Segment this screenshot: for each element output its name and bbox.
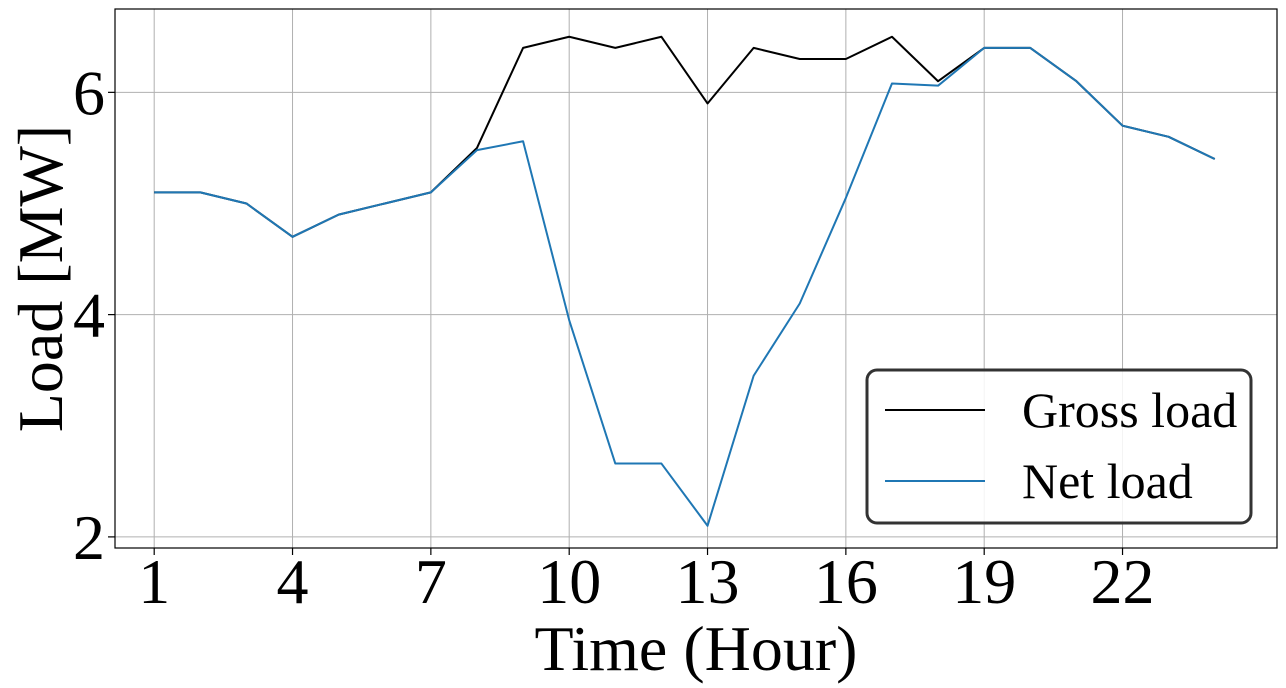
y-axis-label: Load [MW] [5,125,76,432]
legend: Gross load Net load [865,368,1253,525]
legend-box [865,368,1253,525]
series-lines [154,35,1216,527]
y-tick-label: 4 [73,280,105,351]
legend-label: Gross load [1022,382,1237,438]
x-tick-label: 1 [138,546,170,617]
y-tick-label: 6 [73,57,105,128]
x-tick-label: 19 [952,546,1016,617]
x-axis-ticks: 1 4 7 10 13 16 19 22 [138,546,1154,617]
plot-frame [114,8,1278,549]
x-tick-label: 10 [537,546,601,617]
x-tick-label: 22 [1091,546,1155,617]
x-tick-label: 7 [415,546,447,617]
x-tick-label: 13 [676,546,740,617]
series-line-net-load [154,46,1216,527]
x-axis-label: Time (Hour) [535,613,858,684]
x-tick-label: 16 [814,546,878,617]
y-tick-label: 2 [73,502,105,573]
legend-label: Net load [1022,453,1193,509]
y-axis-ticks: 2 4 6 [73,57,115,573]
grid-lines [115,9,1277,548]
x-tick-label: 4 [277,546,309,617]
